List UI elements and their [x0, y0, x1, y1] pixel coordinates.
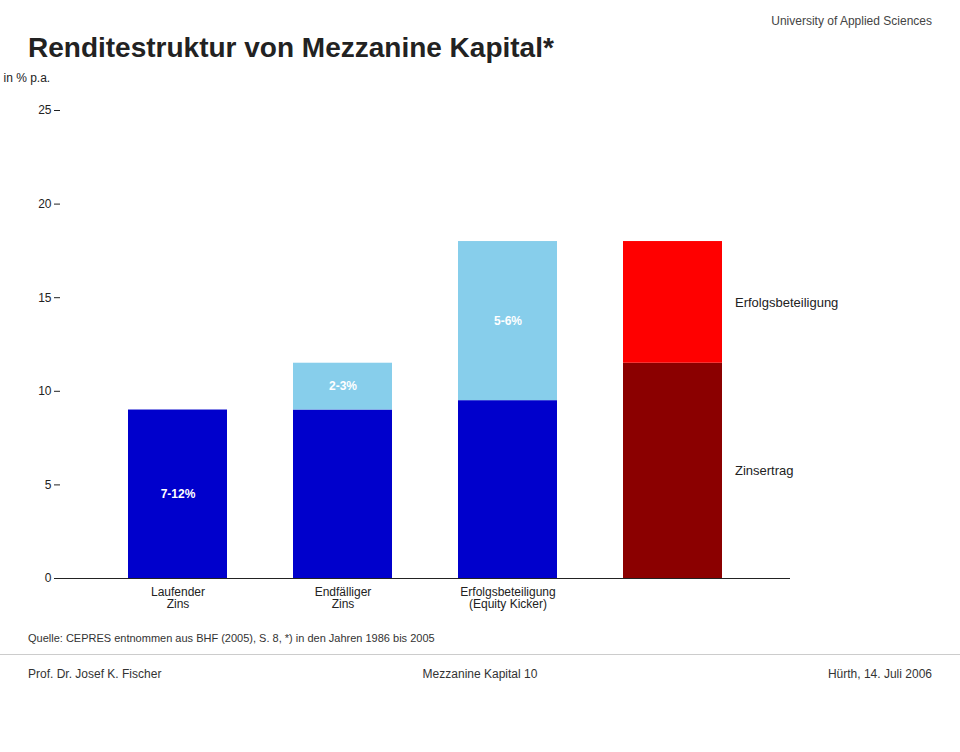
svg-text:Erfolgsbeteiligung(Equity Kick: Erfolgsbeteiligung(Equity Kicker): [460, 585, 555, 611]
svg-text:7-12%: 7-12%: [161, 487, 196, 501]
svg-text:EndfälligerZins: EndfälligerZins: [315, 585, 372, 611]
svg-text:25: 25: [38, 103, 52, 117]
svg-text:5-6%: 5-6%: [494, 314, 522, 328]
html-text:Renditestruktur von Mezzanine: Renditestruktur von Mezzanine Kapital*: [28, 32, 554, 63]
html-text:Mezzanine Kapital 10: Mezzanine Kapital 10: [422, 667, 538, 681]
svg-text:15: 15: [38, 291, 52, 305]
svg-text:LaufenderZins: LaufenderZins: [151, 585, 205, 611]
svg-text:2-3%: 2-3%: [329, 379, 357, 393]
svg-text:0: 0: [45, 571, 52, 585]
svg-text:Erfolgsbeteiligung: Erfolgsbeteiligung: [735, 295, 838, 310]
svg-text:Zinsertrag: Zinsertrag: [735, 463, 794, 478]
html-text:Hürth, 14. Juli 2006: Hürth, 14. Juli 2006: [827, 667, 932, 681]
html-text:Quelle: CEPRES entnommen aus B: Quelle: CEPRES entnommen aus BHF (2005),…: [28, 632, 435, 644]
svg-text:in % p.a.: in % p.a.: [4, 71, 51, 85]
svg-text:10: 10: [38, 384, 52, 398]
svg-text:20: 20: [38, 197, 52, 211]
html-text:University of Applied Sciences: University of Applied Sciences: [771, 14, 932, 28]
html-text:Prof. Dr. Josef K. Fischer: Prof. Dr. Josef K. Fischer: [28, 667, 162, 681]
svg-text:5: 5: [45, 478, 52, 492]
